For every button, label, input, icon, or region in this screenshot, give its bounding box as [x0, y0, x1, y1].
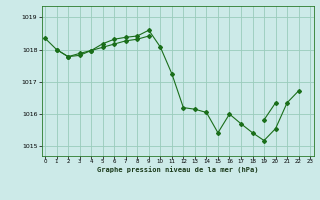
X-axis label: Graphe pression niveau de la mer (hPa): Graphe pression niveau de la mer (hPa): [97, 166, 258, 173]
